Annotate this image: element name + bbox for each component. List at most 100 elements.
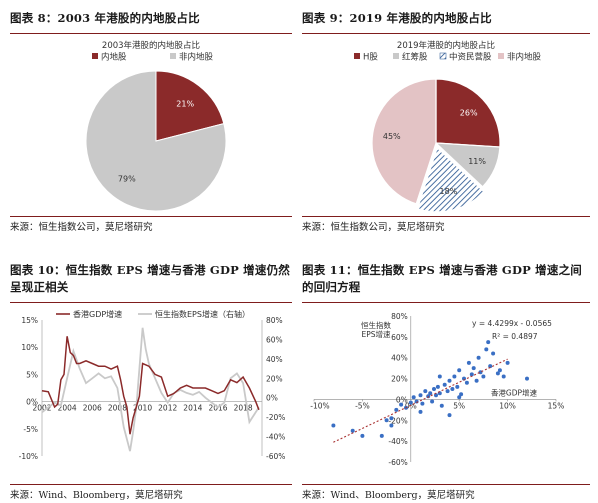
fig11-point-50	[418, 409, 423, 414]
fig11-point-36	[474, 378, 479, 383]
fig10-x-tick-8: 2018	[234, 404, 253, 413]
fig9-legend-swatch-2	[439, 52, 447, 60]
fig11-point-2	[360, 433, 365, 438]
fig11-point-51	[447, 413, 452, 418]
figure-11-bottom-rule	[302, 484, 590, 485]
fig9-slice-label-2: 18%	[439, 187, 457, 196]
fig11-point-40	[484, 347, 489, 352]
fig11-point-18	[432, 387, 436, 391]
fig11-point-9	[408, 400, 413, 405]
fig11-point-23	[442, 382, 447, 387]
fig11-point-30	[459, 392, 464, 397]
fig11-point-42	[488, 364, 493, 369]
fig11-y-tick-4: 0%	[396, 395, 408, 404]
fig11-point-0	[331, 423, 336, 428]
fig10-x-tick-0: 2002	[32, 404, 51, 413]
fig11-trendline	[333, 358, 508, 443]
fig9-slice-3	[371, 78, 437, 205]
fig9-legend-label-2: 中资民营股	[449, 52, 492, 63]
figure-10-source: 来源：Wind、Bloomberg，莫尼塔研究	[10, 490, 183, 501]
fig8-legend-label-0: 内地股	[101, 52, 127, 63]
fig11-point-29	[457, 368, 462, 373]
fig10-x-tick-6: 2014	[183, 404, 202, 413]
fig10-right-tick-1: 60%	[266, 335, 283, 344]
fig11-x-tick-0: -10%	[310, 401, 329, 410]
fig10-left-tick-0: 15%	[21, 316, 38, 325]
fig8-slice-1	[85, 70, 227, 212]
fig11-x-tick-1: -5%	[355, 401, 370, 410]
fig11-x-tick-4: 10%	[499, 401, 516, 410]
fig11-point-4	[384, 418, 389, 423]
figure-11-title-line1: 图表 11：恒生指数 EPS 增速与香港 GDP 增速之间	[302, 263, 582, 277]
fig8-legend-swatch-0	[92, 53, 98, 59]
figure-9-pie-chart: 2019年港股的内地股占比 H股 红筹股 中资民营股 非内地股 26% 11% 18% 45%	[354, 40, 542, 213]
fig11-point-53	[437, 374, 442, 379]
figure-10-title-line1: 图表 10：恒生指数 EPS 增速与香港 GDP 增速仍然	[10, 263, 290, 277]
fig10-legend-label-1: 恒生指数EPS增速（右轴）	[155, 309, 250, 319]
fig11-point-33	[466, 360, 471, 365]
fig9-legend-swatch-0	[354, 53, 360, 59]
fig11-y-tick-1: 60%	[391, 333, 408, 342]
fig10-right-tick-3: 20%	[266, 374, 283, 383]
fig11-x-label: 香港GDP增速	[491, 387, 538, 397]
fig11-point-35	[471, 366, 476, 371]
figure-9-title-rule	[302, 33, 590, 34]
fig10-legend-label-0: 香港GDP增速	[73, 309, 122, 319]
figure-11-source: 来源：Wind、Bloomberg，莫尼塔研究	[302, 490, 475, 501]
fig10-right-tick-7: -60%	[266, 452, 285, 461]
fig11-point-1	[350, 428, 355, 433]
fig11-y-tick-7: -60%	[388, 458, 407, 467]
fig9-slice-label-1: 11%	[468, 157, 486, 166]
fig9-legend-swatch-3	[498, 53, 504, 59]
figure-10-title-line2: 呈现正相关	[10, 280, 69, 294]
fig9-slice-label-3: 45%	[383, 132, 401, 141]
fig10-left-tick-4: -5%	[23, 425, 38, 434]
fig11-point-20	[435, 384, 440, 389]
fig10-x-tick-4: 2010	[133, 404, 152, 413]
fig11-point-28	[455, 384, 460, 389]
fig11-point-43	[491, 351, 496, 356]
fig10-right-tick-2: 40%	[266, 355, 283, 364]
fig11-point-12	[418, 393, 423, 398]
fig10-left-tick-5: -10%	[19, 452, 38, 461]
fig11-point-5	[389, 423, 394, 428]
fig10-right-tick-5: -20%	[266, 413, 285, 422]
figure-8-source: 来源：恒生指数公司，莫尼塔研究	[10, 222, 153, 233]
fig10-left-tick-3: 0%	[26, 398, 38, 407]
fig11-point-26	[450, 387, 455, 391]
fig11-point-24	[445, 389, 450, 394]
fig10-right-tick-4: 0%	[266, 394, 278, 403]
fig11-r-squared: R² = 0.4897	[492, 332, 538, 341]
figure-10-bottom-rule	[10, 484, 292, 485]
fig8-legend-swatch-1	[170, 53, 176, 59]
figure-9-title: 图表 9：2019 年港股的内地股占比	[302, 11, 492, 25]
fig9-slice-2	[416, 146, 485, 213]
fig11-equation: y = 4.4299x - 0.0565	[472, 319, 552, 328]
fig10-series-gdp	[41, 336, 260, 435]
fig10-x-tick-1: 2004	[58, 404, 77, 413]
fig11-point-46	[501, 374, 506, 379]
fig11-point-6	[394, 407, 399, 412]
figure-11-title-line2: 的回归方程	[302, 280, 361, 294]
fig9-chart-title: 2019年港股的内地股占比	[397, 40, 495, 51]
fig9-slice-0	[435, 78, 501, 148]
figure-9-bottom-rule	[302, 216, 590, 217]
fig11-point-13	[420, 401, 425, 406]
fig9-legend-label-1: 红筹股	[402, 52, 428, 63]
fig11-point-37	[476, 355, 481, 360]
fig11-point-16	[428, 391, 433, 396]
fig11-point-10	[411, 395, 416, 400]
fig10-right-tick-0: 80%	[266, 316, 283, 325]
fig9-legend-label-3: 非内地股	[507, 52, 542, 63]
fig11-point-17	[430, 399, 435, 404]
fig11-point-45	[497, 368, 502, 373]
fig10-left-tick-1: 10%	[21, 343, 38, 352]
figure-11-title-rule	[302, 302, 590, 303]
figure-11-panel: 图表 11：恒生指数 EPS 增速与香港 GDP 增速之间 的回归方程 -10%…	[302, 262, 590, 501]
figure-9-panel: 图表 9：2019 年港股的内地股占比 2019年港股的内地股占比 H股 红筹股 中资…	[302, 8, 590, 233]
fig11-point-41	[486, 340, 491, 345]
figure-8-title: 图表 8：2003 年港股的内地股占比	[10, 11, 200, 25]
figure-8-panel: 图表 8：2003 年港股的内地股占比 2003年港股的内地股占比 内地股 非内地股…	[10, 8, 292, 233]
fig10-left-tick-2: 5%	[26, 370, 38, 379]
fig11-point-27	[452, 374, 457, 379]
